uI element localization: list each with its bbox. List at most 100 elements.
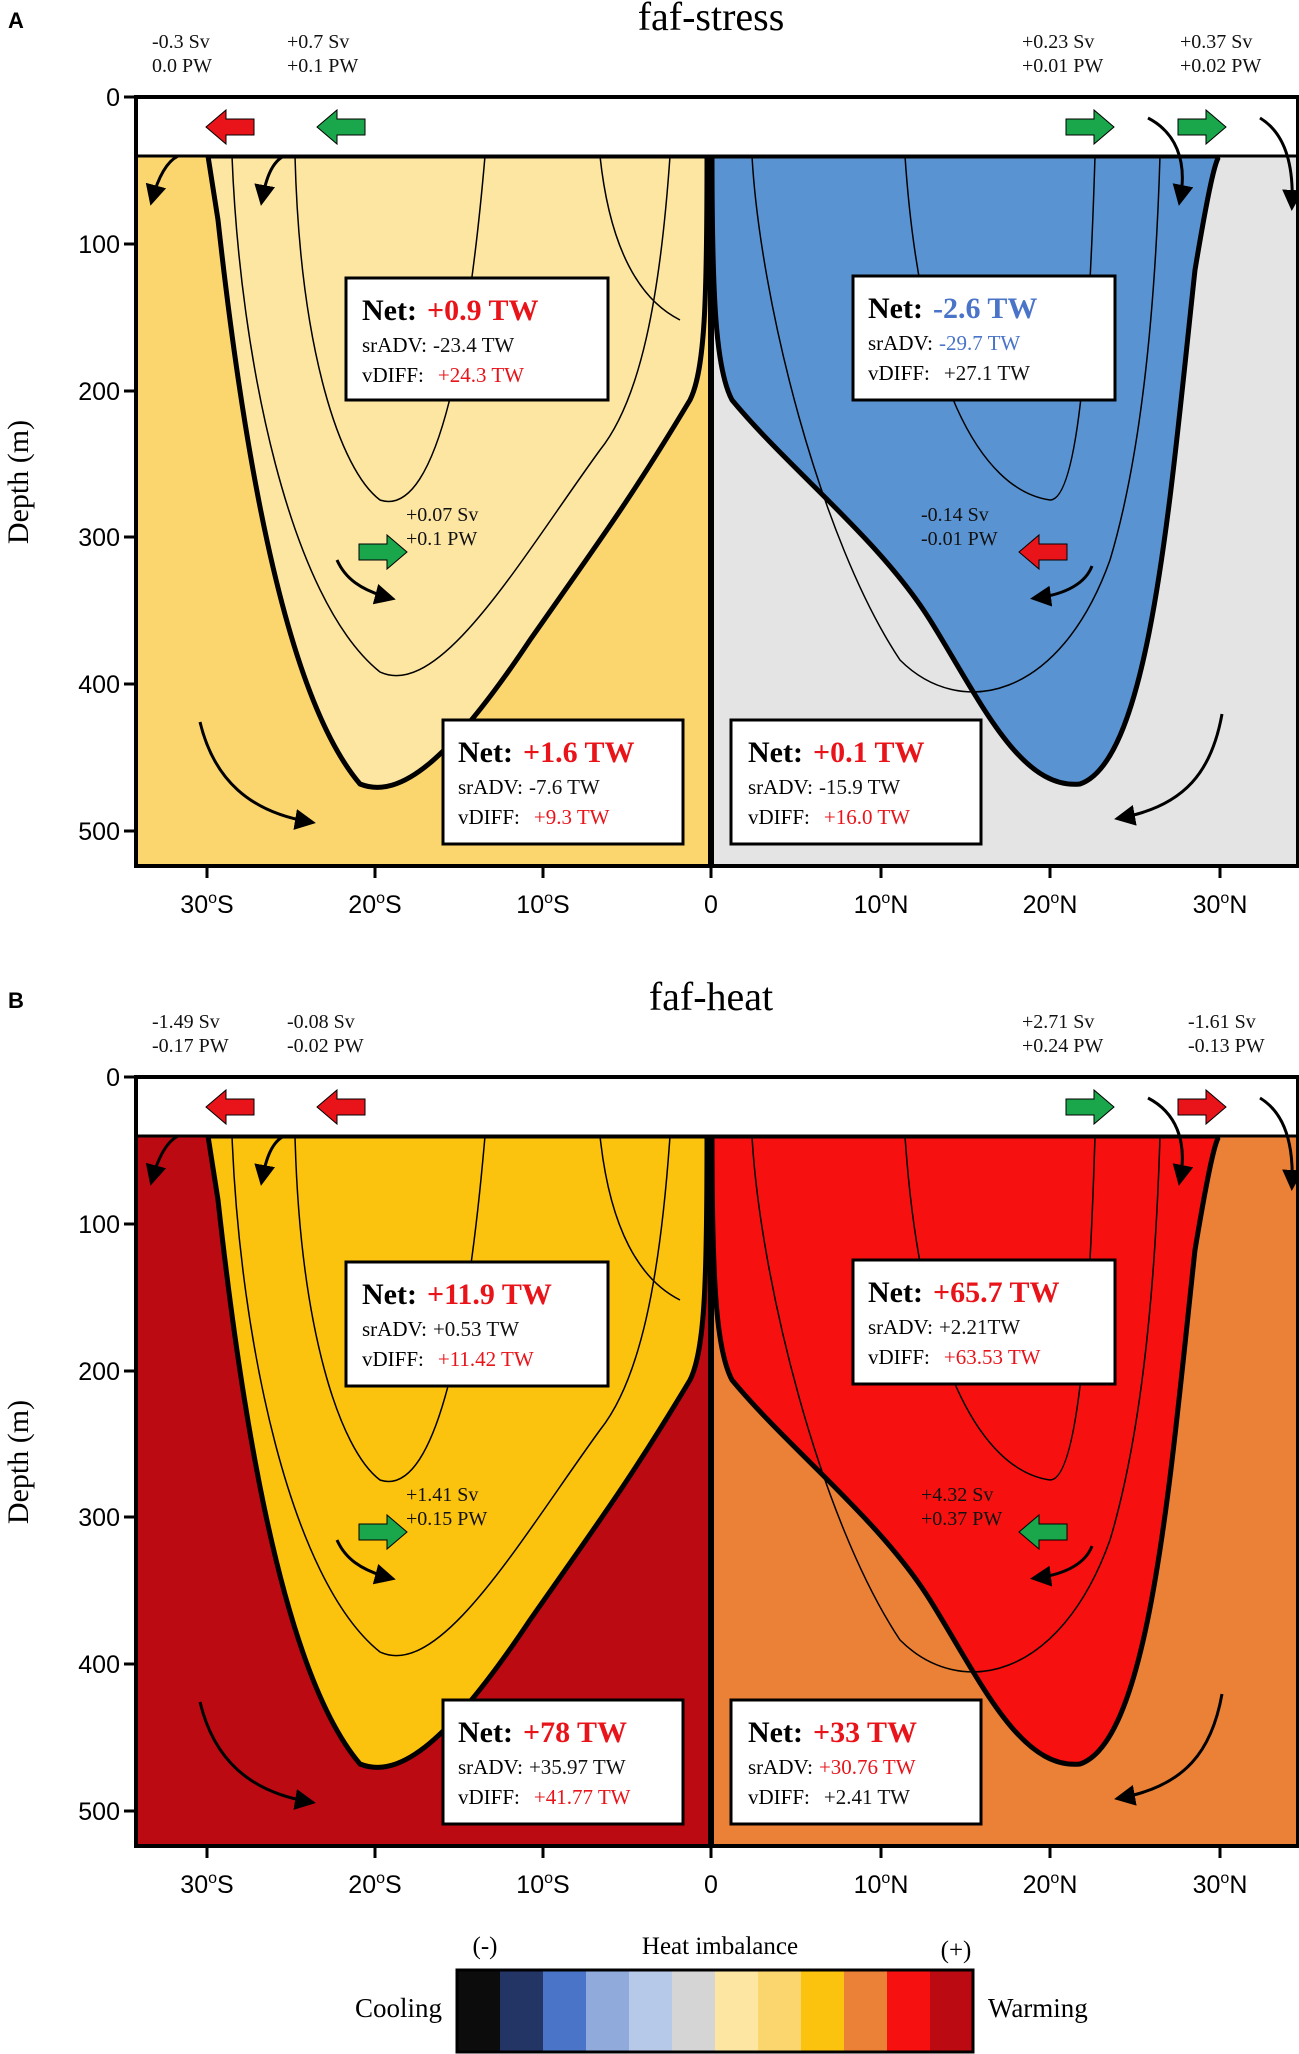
transport-arrow-left (316, 108, 366, 146)
legend-swatch (543, 1970, 587, 2052)
transport-arrow-right (358, 533, 408, 571)
transport-label: +0.37 PW (921, 1508, 1002, 1530)
circulation-arrow (198, 721, 316, 830)
svg-text:srADV:-7.6 TW: srADV: -7.6 TW (458, 775, 600, 799)
net-value: -2.6 TW (933, 292, 1037, 325)
net-label: Net: (748, 1716, 803, 1749)
x-tick-label: 10oS (516, 1870, 569, 1899)
x-tick-label: 10oS (516, 890, 569, 919)
transport-label: 0.0 PW (152, 55, 212, 77)
sradv-label: srADV: (362, 333, 427, 357)
transport-label: +0.1 PW (287, 55, 358, 77)
net-value: +33 TW (813, 1716, 917, 1749)
net-value: +0.1 TW (813, 736, 925, 769)
transport-label: -0.02 PW (287, 1035, 364, 1057)
y-tick-label: 0 (106, 1064, 120, 1092)
y-tick-label: 400 (78, 671, 120, 699)
x-tick-label: 20oN (1023, 890, 1078, 919)
y-tick-label: 200 (78, 1358, 120, 1386)
sradv-label: srADV: (362, 1317, 427, 1341)
vdiff-value: +2.41 TW (824, 1785, 910, 1809)
circulation-arrow (145, 154, 179, 206)
svg-text:vDIFF:+41.77 TW: vDIFF: +41.77 TW (458, 1785, 631, 1809)
transport-label: -0.17 PW (152, 1035, 229, 1057)
net-label: Net: (458, 1716, 513, 1749)
y-tick-label: 100 (78, 1211, 120, 1239)
contour-line (599, 155, 681, 321)
sradv-value: +0.53 TW (433, 1317, 519, 1341)
circulation-arrow (145, 1134, 179, 1186)
legend-warming-label: Warming (988, 1993, 1088, 2023)
vdiff-label: vDIFF: (868, 1345, 930, 1369)
net-value: +1.6 TW (523, 736, 635, 769)
net-value: +78 TW (523, 1716, 627, 1749)
transport-arrow-right (1065, 108, 1115, 146)
sradv-label: srADV: (748, 1755, 813, 1779)
circulation-arrow (1030, 1545, 1094, 1587)
y-tick-label: 500 (78, 818, 120, 846)
legend-swatch (887, 1970, 931, 2052)
heat-imbalance-legend: (-) Heat imbalance (+) Cooling Warming (355, 1933, 1088, 2054)
budget-box: Net: +11.9 TW srADV: +0.53 TW vDIFF: +11.42… (344, 1260, 610, 1388)
budget-box: Net: +1.6 TW srADV: -7.6 TW vDIFF: +9.3 TW (441, 718, 685, 846)
legend-cooling-label: Cooling (355, 1993, 442, 2023)
circulation-arrow (1259, 116, 1299, 211)
transport-arrow-left (205, 1088, 255, 1126)
svg-text:srADV:+35.97 TW: srADV: +35.97 TW (458, 1755, 626, 1779)
x-tick-label: 30oN (1193, 890, 1248, 919)
y-tick-label: 200 (78, 378, 120, 406)
contour-line (599, 1135, 681, 1301)
x-tick-label: 30oN (1193, 1870, 1248, 1899)
budget-box: Net: +0.1 TW srADV: -15.9 TW vDIFF: +16.0 T… (729, 718, 983, 846)
vdiff-value: +16.0 TW (824, 805, 910, 829)
contour-line (231, 155, 671, 677)
legend-swatch (801, 1970, 845, 2052)
budget-box: Net: +33 TW srADV: +30.76 TW vDIFF: +2.41 T… (729, 1698, 983, 1826)
panel-letter: A (8, 8, 24, 33)
circulation-arrow (1030, 565, 1094, 607)
net-value: +11.9 TW (427, 1278, 552, 1311)
transport-label: +0.07 Sv (406, 504, 478, 526)
svg-text:Net:+78 TW: Net: +78 TW (458, 1716, 627, 1749)
svg-text:vDIFF:+16.0 TW: vDIFF: +16.0 TW (748, 805, 910, 829)
transport-label: -0.01 PW (921, 528, 998, 550)
panel-letter: B (8, 988, 24, 1013)
transport-label: +0.7 Sv (287, 31, 349, 53)
budget-box: Net: -2.6 TW srADV: -29.7 TW vDIFF: +27.1 T… (851, 274, 1117, 402)
transport-label: +4.32 Sv (921, 1484, 993, 1506)
legend-swatch (758, 1970, 802, 2052)
y-tick-label: 300 (78, 524, 120, 552)
y-axis-label: Depth (m) (2, 420, 35, 544)
vdiff-label: vDIFF: (362, 363, 424, 387)
transport-label: -0.08 Sv (287, 1011, 355, 1033)
vdiff-value: +9.3 TW (534, 805, 610, 829)
axes-frame (134, 95, 1299, 868)
sradv-label: srADV: (868, 331, 933, 355)
vdiff-value: +24.3 TW (438, 363, 524, 387)
net-label: Net: (868, 292, 923, 325)
legend-swatch (629, 1970, 673, 2052)
svg-text:Net:+65.7 TW: Net: +65.7 TW (868, 1276, 1060, 1309)
net-label: Net: (362, 1278, 417, 1311)
circulation-arrow (1259, 1096, 1299, 1191)
sradv-label: srADV: (458, 775, 523, 799)
x-tick-label: 20oN (1023, 1870, 1078, 1899)
transport-label: -1.61 Sv (1188, 1011, 1256, 1033)
transport-label: +2.71 Sv (1022, 1011, 1094, 1033)
transport-label: +0.01 PW (1022, 55, 1103, 77)
sradv-value: -7.6 TW (529, 775, 600, 799)
vdiff-value: +27.1 TW (944, 361, 1030, 385)
vdiff-label: vDIFF: (868, 361, 930, 385)
transport-arrow-left (1018, 533, 1068, 571)
transport-arrow-right (1177, 108, 1227, 146)
vdiff-value: +11.42 TW (438, 1347, 534, 1371)
y-tick-label: 100 (78, 231, 120, 259)
x-tick-label: 30oS (180, 1870, 233, 1899)
y-tick-label: 0 (106, 84, 120, 112)
net-label: Net: (458, 736, 513, 769)
sradv-label: srADV: (868, 1315, 933, 1339)
legend-swatch (672, 1970, 716, 2052)
sradv-label: srADV: (748, 775, 813, 799)
x-tick-label: 0 (704, 1871, 718, 1899)
mixed-layer (134, 95, 1299, 158)
